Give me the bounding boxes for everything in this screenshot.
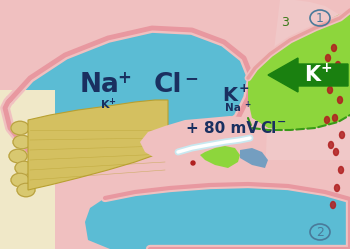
Text: +: + xyxy=(117,69,131,87)
FancyArrow shape xyxy=(268,58,348,92)
Ellipse shape xyxy=(328,86,332,94)
Ellipse shape xyxy=(338,167,343,174)
Ellipse shape xyxy=(324,117,329,124)
Ellipse shape xyxy=(334,148,338,155)
Polygon shape xyxy=(240,148,268,168)
Ellipse shape xyxy=(336,62,341,68)
Polygon shape xyxy=(0,14,270,165)
Polygon shape xyxy=(248,8,350,130)
Text: 1: 1 xyxy=(316,11,324,24)
Ellipse shape xyxy=(332,115,337,122)
Polygon shape xyxy=(28,100,168,190)
Polygon shape xyxy=(300,0,350,249)
Text: 2: 2 xyxy=(316,226,324,239)
Ellipse shape xyxy=(335,185,339,191)
Text: +: + xyxy=(239,81,249,95)
Ellipse shape xyxy=(340,131,344,138)
Ellipse shape xyxy=(326,55,330,62)
Ellipse shape xyxy=(15,161,33,175)
Text: −: − xyxy=(184,69,198,87)
Polygon shape xyxy=(200,146,240,168)
Ellipse shape xyxy=(11,173,29,187)
Polygon shape xyxy=(0,90,55,249)
Polygon shape xyxy=(5,28,252,158)
Ellipse shape xyxy=(17,183,35,197)
Text: +: + xyxy=(320,61,332,75)
Text: 3: 3 xyxy=(281,15,289,28)
Polygon shape xyxy=(140,116,268,158)
Polygon shape xyxy=(85,184,350,249)
Polygon shape xyxy=(265,0,350,249)
Text: K: K xyxy=(304,65,320,85)
Text: +: + xyxy=(244,100,250,109)
Ellipse shape xyxy=(191,161,195,165)
Text: Cl: Cl xyxy=(260,121,276,135)
Text: Cl: Cl xyxy=(154,72,182,98)
Text: K: K xyxy=(101,100,109,110)
Text: +: + xyxy=(108,97,116,106)
Ellipse shape xyxy=(11,121,29,135)
Polygon shape xyxy=(0,160,350,249)
Text: −: − xyxy=(277,117,287,127)
Ellipse shape xyxy=(331,45,336,52)
Text: + 80 mV: + 80 mV xyxy=(186,121,258,135)
Ellipse shape xyxy=(9,149,27,163)
Ellipse shape xyxy=(13,135,31,149)
Text: K: K xyxy=(223,85,238,105)
Ellipse shape xyxy=(329,78,335,85)
Text: Na: Na xyxy=(225,103,241,113)
Text: Na: Na xyxy=(80,72,120,98)
Ellipse shape xyxy=(337,97,343,104)
Ellipse shape xyxy=(329,141,334,148)
Ellipse shape xyxy=(330,201,336,208)
